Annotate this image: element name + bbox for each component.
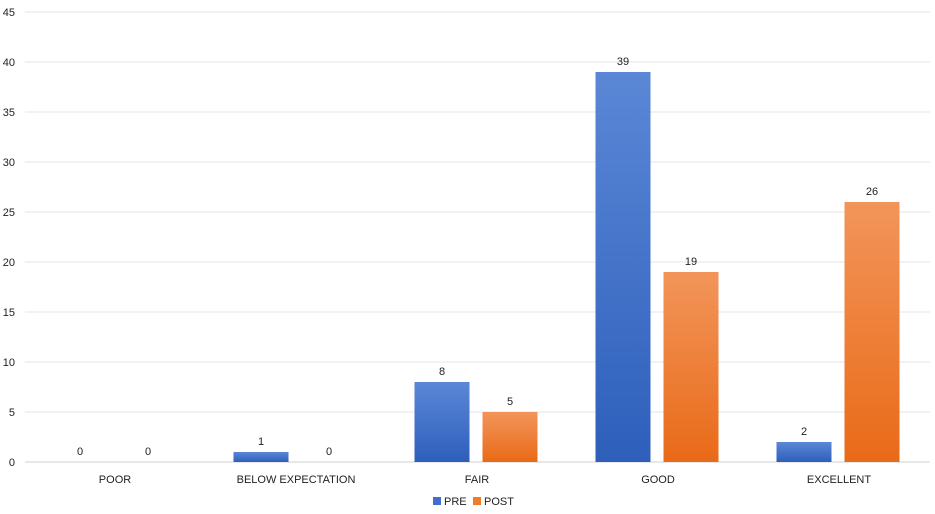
- legend-label: PRE: [444, 496, 467, 508]
- legend-swatch-post: [473, 497, 481, 505]
- bar-pre: [776, 442, 832, 462]
- x-tick-label: BELOW EXPECTATION: [237, 474, 356, 486]
- y-tick-label: 35: [3, 107, 15, 119]
- legend-label: POST: [484, 496, 514, 508]
- x-tick-label: FAIR: [465, 474, 490, 486]
- y-tick-label: 25: [3, 207, 15, 219]
- data-label: 39: [617, 56, 629, 68]
- x-tick-label: POOR: [99, 474, 131, 486]
- data-label: 5: [507, 396, 513, 408]
- data-label: 2: [801, 426, 807, 438]
- data-label: 0: [326, 446, 332, 458]
- x-tick-label: EXCELLENT: [807, 474, 871, 486]
- y-tick-label: 20: [3, 257, 15, 269]
- data-label: 26: [866, 186, 878, 198]
- y-tick-label: 40: [3, 57, 15, 69]
- bar-post: [482, 412, 538, 462]
- data-label: 19: [685, 256, 697, 268]
- bar-post: [663, 272, 719, 462]
- y-tick-label: 10: [3, 357, 15, 369]
- legend-swatch-pre: [433, 497, 441, 505]
- y-tick-label: 15: [3, 307, 15, 319]
- y-tick-label: 45: [3, 7, 15, 19]
- data-label: 0: [145, 446, 151, 458]
- data-label: 1: [258, 436, 264, 448]
- bar-pre: [414, 382, 470, 462]
- data-label: 8: [439, 366, 445, 378]
- bar-pre: [233, 452, 289, 462]
- y-tick-label: 30: [3, 157, 15, 169]
- x-tick-label: GOOD: [641, 474, 675, 486]
- bar-pre: [595, 72, 651, 462]
- y-tick-label: 5: [9, 407, 15, 419]
- data-label: 0: [77, 446, 83, 458]
- y-tick-label: 0: [9, 457, 15, 469]
- bar-post: [844, 202, 900, 462]
